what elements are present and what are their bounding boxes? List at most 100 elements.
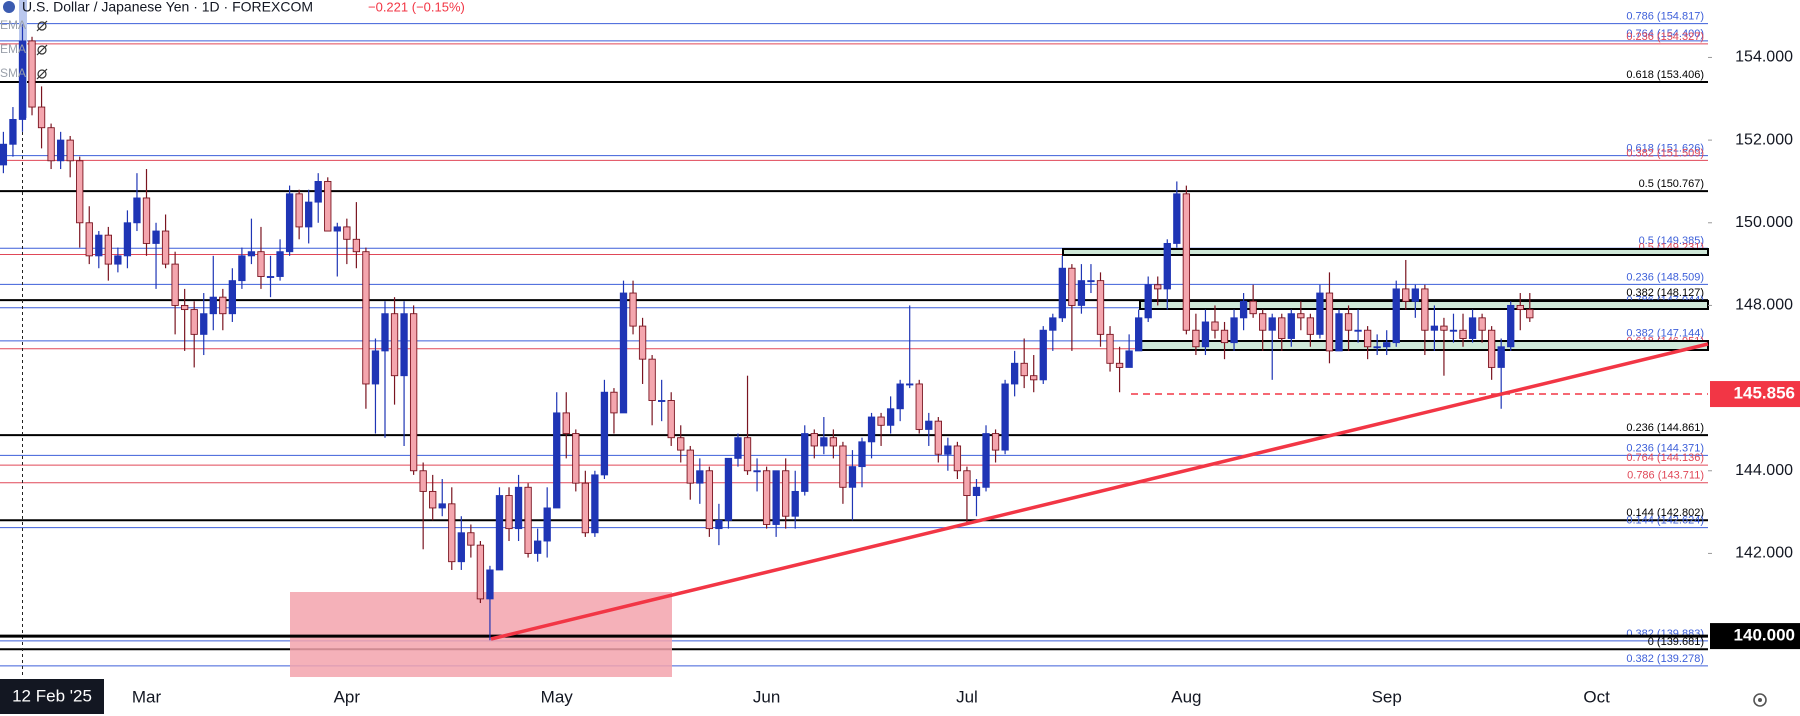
header: U.S. Dollar / Japanese Yen · 1D · FOREXC… bbox=[3, 0, 465, 15]
candle-body bbox=[686, 449, 694, 484]
candle-body bbox=[142, 197, 151, 244]
candle-body bbox=[991, 433, 1000, 451]
candle-body bbox=[371, 350, 380, 385]
candle-body bbox=[66, 139, 74, 162]
level-label: 0.382 (148.127) bbox=[1626, 287, 1704, 299]
candle-body bbox=[1287, 313, 1295, 339]
crosshair-date-box bbox=[0, 679, 104, 714]
level-label: 0.618 (151.626) bbox=[1626, 142, 1704, 154]
candle-body bbox=[972, 486, 981, 497]
y-tick-label: 148.000 bbox=[1735, 297, 1793, 314]
candle-body bbox=[925, 420, 933, 430]
candle-body bbox=[1010, 362, 1019, 385]
price-axis: 140.000 145.856 154.000 152.000 150.000 148.0… bbox=[1708, 49, 1800, 650]
candle-body bbox=[495, 495, 504, 571]
candle-body bbox=[104, 234, 112, 265]
candle-body bbox=[467, 532, 475, 546]
candle-body bbox=[1440, 325, 1448, 331]
candle-body bbox=[1192, 329, 1200, 348]
price-change: −0.221 (−0.15%) bbox=[368, 0, 465, 14]
candle-body bbox=[1068, 267, 1076, 306]
candle-body bbox=[1239, 300, 1248, 319]
visibility-slash bbox=[36, 20, 48, 32]
candle-body bbox=[219, 296, 227, 315]
candle-body bbox=[1344, 313, 1353, 331]
candle-body bbox=[705, 470, 714, 530]
candle-body bbox=[505, 495, 513, 530]
candle-body bbox=[829, 437, 838, 447]
candle-body bbox=[390, 313, 399, 377]
marker-box bbox=[1710, 623, 1800, 650]
candle-body bbox=[1449, 329, 1458, 332]
candle-body bbox=[715, 519, 723, 530]
candle-body bbox=[982, 433, 990, 488]
candle-body bbox=[762, 470, 771, 525]
candle-body bbox=[1125, 350, 1133, 368]
candle-body bbox=[734, 437, 742, 459]
level-label: 0.764 (144.136) bbox=[1626, 452, 1704, 464]
candle-body bbox=[886, 408, 895, 426]
candle-body bbox=[457, 532, 465, 563]
candle-body bbox=[1297, 313, 1305, 319]
visibility-icon bbox=[37, 21, 47, 31]
candle-body bbox=[266, 276, 275, 278]
candle-body bbox=[553, 412, 561, 509]
candle-body bbox=[839, 445, 847, 488]
candle-body bbox=[810, 433, 818, 447]
candle-body bbox=[1411, 288, 1419, 302]
candle-body bbox=[591, 474, 599, 534]
candle-body bbox=[772, 470, 780, 525]
level-label: 0.382 (151.509) bbox=[1626, 147, 1704, 159]
candle-body bbox=[9, 118, 17, 145]
candle-body bbox=[305, 201, 313, 228]
candle-body bbox=[543, 507, 551, 542]
candle-body bbox=[572, 433, 580, 484]
candle-body bbox=[1430, 325, 1439, 331]
candle-body bbox=[400, 313, 408, 377]
candle-body bbox=[56, 139, 65, 162]
candle-body bbox=[562, 412, 570, 435]
indicator-label: EMA bbox=[0, 42, 26, 56]
candle-body bbox=[200, 313, 208, 335]
flag-icon bbox=[3, 1, 15, 13]
marker-label: 145.856 bbox=[1734, 384, 1795, 403]
candle-body bbox=[1173, 193, 1181, 244]
trendline bbox=[490, 342, 1709, 641]
candle-body bbox=[18, 40, 27, 120]
candle-body bbox=[247, 251, 256, 257]
candle-body bbox=[743, 437, 752, 472]
support-zone bbox=[290, 592, 672, 677]
candle-body bbox=[896, 383, 904, 410]
candle-body bbox=[438, 503, 446, 509]
settings-icon[interactable] bbox=[1753, 693, 1767, 707]
y-tick-label: 144.000 bbox=[1735, 462, 1793, 479]
candle-body bbox=[1268, 317, 1276, 331]
candle-body bbox=[1306, 317, 1315, 335]
candle-body bbox=[677, 437, 685, 451]
candle-body bbox=[1526, 309, 1534, 319]
candle-body bbox=[76, 160, 84, 224]
candle-body bbox=[1497, 346, 1505, 368]
candle-body bbox=[133, 197, 141, 224]
candle-body bbox=[295, 193, 303, 228]
candle-body bbox=[1354, 329, 1362, 332]
candle-body bbox=[944, 445, 952, 455]
y-tick-label: 154.000 bbox=[1735, 49, 1793, 66]
level-label: 0 (139.681) bbox=[1648, 636, 1704, 648]
candle-body bbox=[1144, 284, 1152, 319]
candle-body bbox=[1392, 288, 1400, 344]
candle-body bbox=[1259, 313, 1267, 331]
level-label: 0.236 (144.371) bbox=[1626, 442, 1704, 454]
candle-body bbox=[1325, 292, 1334, 352]
candle-body bbox=[1154, 284, 1162, 290]
gear[interactable] bbox=[1753, 693, 1767, 707]
candle-body bbox=[1468, 317, 1477, 339]
candle-body bbox=[1363, 329, 1372, 348]
candle-body bbox=[1421, 288, 1429, 331]
candle-body bbox=[610, 391, 618, 414]
y-tick-label: 152.000 bbox=[1735, 131, 1793, 148]
x-tick-label: Jun bbox=[753, 687, 780, 706]
candle-body bbox=[600, 391, 609, 476]
candle-body bbox=[934, 420, 942, 455]
